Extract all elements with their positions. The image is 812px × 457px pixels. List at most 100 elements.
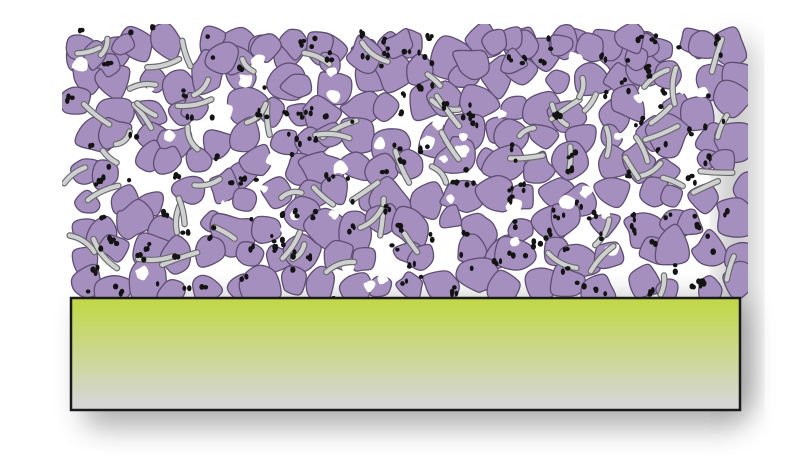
dot xyxy=(119,288,125,294)
fiber xyxy=(85,183,121,203)
dot xyxy=(401,48,408,55)
dot xyxy=(599,231,603,237)
fiber xyxy=(279,189,304,200)
dot xyxy=(661,90,668,96)
particle xyxy=(500,47,529,75)
pore xyxy=(614,132,624,140)
dot xyxy=(408,49,412,55)
fiber xyxy=(660,175,685,189)
particle xyxy=(232,187,258,212)
dot xyxy=(543,235,549,242)
dot xyxy=(314,135,318,142)
dot xyxy=(350,119,355,124)
dot xyxy=(270,234,274,238)
dot xyxy=(586,216,592,221)
fiber xyxy=(135,101,158,118)
fiber xyxy=(175,97,214,109)
dot xyxy=(468,102,472,108)
dot xyxy=(506,54,512,61)
dot xyxy=(713,40,718,47)
pore xyxy=(326,67,338,78)
dot xyxy=(518,182,524,187)
dot xyxy=(309,105,314,111)
fiber xyxy=(67,233,97,255)
dot xyxy=(189,114,194,121)
dot xyxy=(454,290,459,297)
dot xyxy=(591,209,597,216)
dot xyxy=(326,177,332,182)
particle xyxy=(269,129,299,156)
substrate xyxy=(69,296,742,412)
fiber xyxy=(593,217,612,248)
dot xyxy=(552,112,556,118)
particle xyxy=(111,33,136,56)
dot xyxy=(645,63,652,69)
dot xyxy=(546,35,551,42)
dot xyxy=(299,114,305,120)
particle xyxy=(481,28,508,56)
pore xyxy=(326,90,341,103)
fiber xyxy=(350,180,380,203)
dot xyxy=(565,168,571,175)
particle xyxy=(549,34,574,57)
dot xyxy=(575,199,579,204)
fiber xyxy=(698,169,735,175)
dot xyxy=(98,245,104,252)
dot xyxy=(211,225,217,231)
pore xyxy=(633,93,644,104)
dot xyxy=(95,264,100,271)
particle xyxy=(545,69,571,95)
fiber xyxy=(439,130,461,162)
dot xyxy=(629,222,634,230)
dot xyxy=(400,281,405,286)
fiber xyxy=(425,72,443,88)
pore xyxy=(328,210,339,220)
dot xyxy=(151,24,156,31)
dot xyxy=(147,241,152,247)
dot xyxy=(548,232,553,238)
dot xyxy=(290,253,296,260)
dot xyxy=(203,285,209,290)
pore xyxy=(676,82,688,95)
particle xyxy=(486,269,521,300)
dot xyxy=(134,133,140,140)
fiber xyxy=(324,259,357,275)
pore xyxy=(135,265,149,281)
fiber xyxy=(434,93,462,129)
dot xyxy=(205,34,210,39)
fiber xyxy=(658,273,667,297)
pore xyxy=(497,109,507,119)
dot xyxy=(392,142,397,148)
dot xyxy=(522,181,526,188)
particle xyxy=(716,197,748,238)
dot xyxy=(521,54,527,60)
dot xyxy=(282,110,288,115)
dot xyxy=(173,172,179,179)
dot xyxy=(632,227,637,234)
particle xyxy=(500,95,528,121)
dot xyxy=(128,29,134,36)
dot xyxy=(85,289,91,294)
particle xyxy=(116,198,155,241)
dot xyxy=(623,77,627,83)
pore xyxy=(217,104,233,121)
dot xyxy=(251,243,255,250)
pore xyxy=(579,185,594,199)
particle xyxy=(593,177,631,209)
dot xyxy=(296,111,300,116)
dot xyxy=(603,291,608,297)
dot xyxy=(412,260,416,268)
particle xyxy=(550,203,581,238)
fiber xyxy=(91,237,120,271)
dot xyxy=(308,110,313,117)
dot xyxy=(228,180,232,185)
dot xyxy=(632,217,637,223)
fiber xyxy=(100,148,119,165)
dot xyxy=(181,88,186,93)
dot xyxy=(465,182,470,187)
dot xyxy=(417,49,421,56)
dot xyxy=(238,176,242,181)
dot xyxy=(112,283,119,290)
dot xyxy=(509,198,513,205)
fiber xyxy=(358,206,384,230)
